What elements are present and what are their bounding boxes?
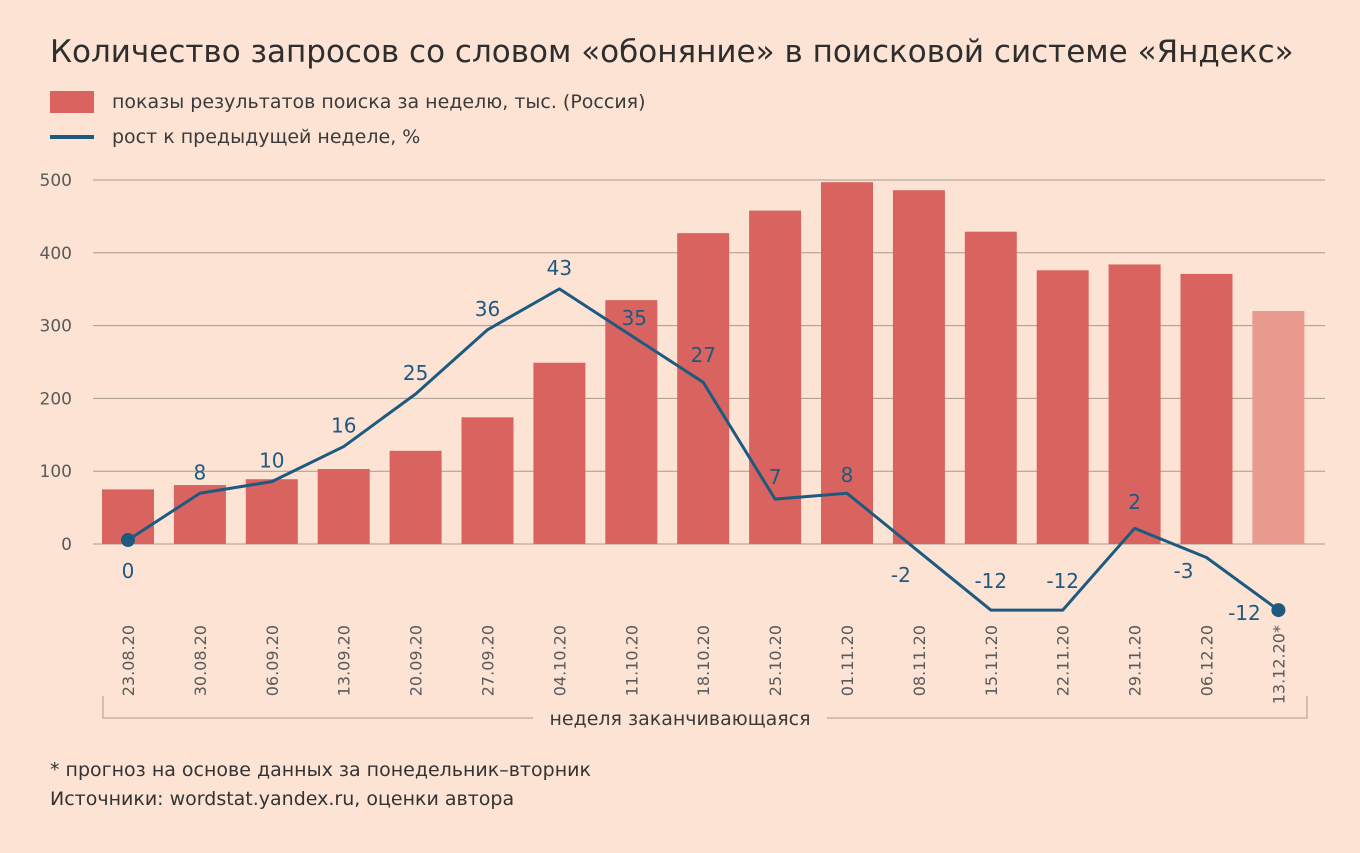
line-data-label: -3 (1174, 559, 1194, 583)
bar (245, 479, 298, 544)
x-tick-label: 01.11.20 (838, 625, 857, 696)
x-tick-label: 04.10.20 (550, 625, 569, 696)
bar (605, 300, 658, 544)
footnote-forecast: * прогноз на основе данных за понедельни… (50, 759, 591, 781)
bar (749, 210, 802, 545)
line-data-label: 25 (403, 361, 428, 385)
line-data-label: 27 (690, 343, 715, 367)
legend-swatch-bars (50, 91, 94, 113)
line-data-label: -12 (974, 569, 1007, 593)
x-tick-label: 22.11.20 (1054, 625, 1073, 696)
line-data-label: 10 (259, 449, 284, 473)
bar (1108, 264, 1161, 544)
legend-item-bars: показы результатов поиска за неделю, тыс… (50, 88, 646, 116)
bar (1252, 311, 1305, 544)
legend-label-bars: показы результатов поиска за неделю, тыс… (112, 91, 646, 113)
bar (533, 362, 586, 544)
bar (461, 417, 514, 544)
y-tick-label: 500 (40, 171, 72, 191)
x-tick-label: 20.09.20 (407, 625, 426, 696)
line-data-label: 2 (1128, 490, 1141, 514)
line-endpoint-marker (121, 533, 135, 547)
x-tick-label: 23.08.20 (119, 625, 138, 696)
x-axis-bracket (102, 696, 1308, 719)
footnote-sources: Источники: wordstat.yandex.ru, оценки ав… (50, 788, 515, 810)
x-tick-label: 25.10.20 (766, 625, 785, 696)
y-tick-label: 0 (61, 535, 72, 555)
x-axis-label: неделя заканчивающаяся (549, 708, 810, 730)
y-tick-label: 300 (40, 317, 72, 337)
y-tick-label: 400 (40, 244, 72, 264)
line-data-label: 35 (622, 306, 647, 330)
line-data-label: 8 (194, 460, 207, 484)
line-data-label: 43 (547, 256, 572, 280)
y-tick-label: 100 (40, 462, 72, 482)
line-data-label: 16 (331, 414, 356, 438)
y-tick-label: 200 (40, 389, 72, 409)
legend-swatch-line (50, 135, 94, 139)
x-tick-label: 06.09.20 (263, 625, 282, 696)
line-data-label: -2 (891, 563, 911, 587)
line-endpoint-marker (1271, 603, 1286, 618)
bar (821, 182, 873, 544)
x-tick-label: 27.09.20 (479, 625, 498, 696)
x-tick-label: 18.10.20 (694, 625, 713, 696)
x-tick-label: 13.12.20* (1269, 625, 1288, 704)
bar (1180, 273, 1233, 544)
bar (892, 190, 945, 544)
legend-item-line: рост к предыдущей неделе, % (50, 123, 420, 151)
line-data-label: 8 (841, 463, 854, 487)
chart-title: Количество запросов со словом «обоняние»… (50, 34, 1294, 70)
legend-label-line: рост к предыдущей неделе, % (112, 126, 421, 148)
x-tick-label: 29.11.20 (1126, 625, 1145, 696)
x-tick-label: 13.09.20 (335, 625, 354, 696)
x-tick-label: 06.12.20 (1198, 625, 1217, 696)
bar (317, 469, 370, 544)
line-data-label: 36 (475, 297, 500, 321)
line-data-label: -12 (1228, 601, 1261, 625)
x-tick-label: 11.10.20 (622, 625, 641, 696)
line-data-label: 7 (769, 465, 782, 489)
bar (1036, 270, 1089, 544)
line-data-label: 0 (122, 559, 135, 583)
x-tick-label: 08.11.20 (910, 625, 929, 696)
x-tick-label: 30.08.20 (191, 625, 210, 696)
x-tick-label: 15.11.20 (982, 625, 1001, 696)
bar (389, 450, 442, 544)
growth-line (127, 287, 1280, 612)
bar (677, 233, 730, 545)
bar (964, 231, 1017, 545)
line-data-label: -12 (1046, 569, 1079, 593)
